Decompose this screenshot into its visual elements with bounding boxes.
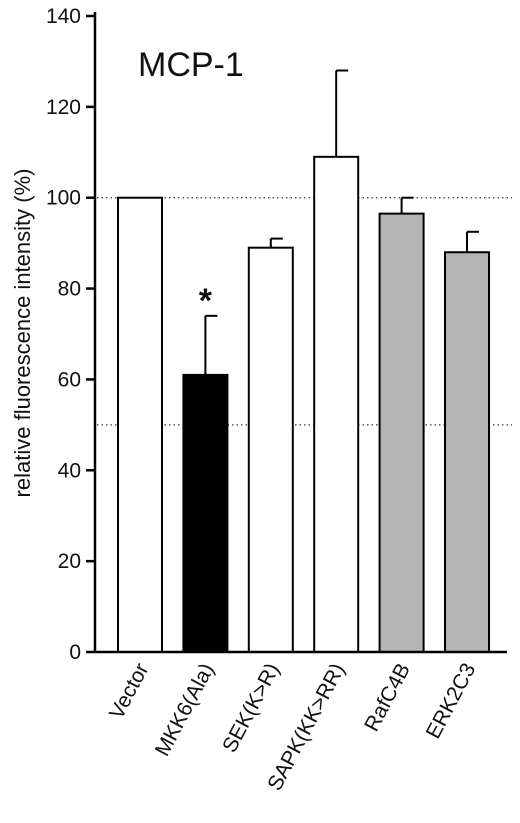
- x-tick-label: ERK2C3: [422, 660, 481, 743]
- bar: [444, 251, 490, 653]
- x-tick-label: MKK6(Ala): [151, 660, 219, 760]
- bars: [117, 155, 490, 654]
- bar: [313, 155, 360, 653]
- y-tick-label: 140: [46, 5, 81, 28]
- reference-lines: [97, 197, 512, 426]
- significance-marker: *: [199, 282, 213, 320]
- y-tick-label: 80: [58, 278, 81, 301]
- y-tick-label: 0: [69, 641, 81, 664]
- chart-title: MCP-1: [138, 46, 244, 84]
- x-tick-label: SEK(K>R): [218, 660, 284, 757]
- bar: [182, 373, 229, 653]
- y-tick-label: 120: [46, 96, 81, 119]
- y-ticks: 0 20 40 60 80 100 120 140: [46, 5, 95, 664]
- y-axis-label: relative fluorescence intensity (%): [10, 169, 35, 498]
- bar: [117, 196, 163, 653]
- bar: [378, 212, 425, 653]
- y-tick-label: 100: [46, 187, 81, 210]
- x-tick-label: RafC4B: [360, 660, 415, 736]
- y-tick-label: 40: [58, 459, 81, 482]
- axes: [93, 12, 507, 654]
- y-tick-label: 60: [58, 368, 81, 391]
- x-tick-label: Vector: [105, 660, 153, 723]
- error-bars: [204, 69, 479, 375]
- y-tick-label: 20: [58, 550, 81, 573]
- annotations: *: [199, 282, 213, 320]
- bar: [247, 246, 294, 654]
